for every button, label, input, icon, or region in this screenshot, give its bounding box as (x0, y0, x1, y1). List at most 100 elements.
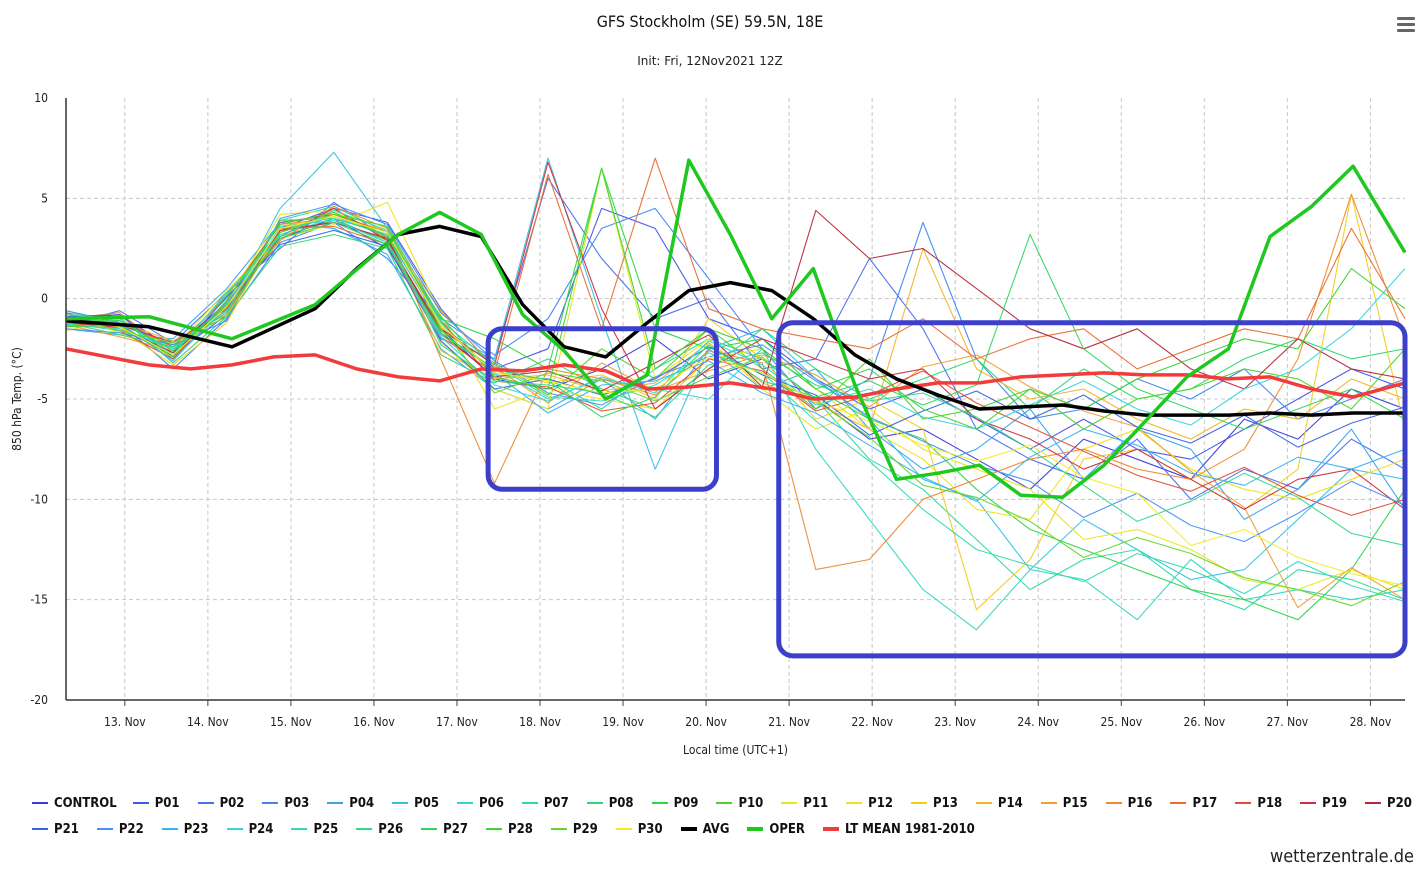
legend-label: P07 (543, 795, 569, 811)
grid-layer (66, 98, 1405, 700)
legend-item[interactable]: CONTROL (32, 794, 117, 812)
legend-item[interactable]: P14 (975, 794, 1023, 812)
legend-swatch (680, 827, 697, 831)
legend-swatch (226, 828, 243, 830)
x-tick-label: 16. Nov (353, 715, 395, 729)
series-line-p03 (65, 207, 1406, 420)
menu-bar (1397, 29, 1415, 32)
legend-swatch (291, 828, 308, 830)
legend-item[interactable]: P12 (846, 794, 893, 812)
legend-item[interactable]: P28 (486, 820, 533, 838)
legend-label: P03 (284, 795, 310, 811)
legend-item[interactable]: P21 (32, 820, 79, 838)
legend-item[interactable]: P11 (781, 794, 828, 812)
legend-label: P25 (313, 821, 339, 837)
legend-item[interactable]: P06 (457, 794, 504, 812)
legend-item[interactable]: P27 (421, 820, 468, 838)
series-line-p30 (65, 215, 1406, 587)
legend-item[interactable]: P18 (1235, 794, 1282, 812)
x-tick-label: 27. Nov (1267, 715, 1309, 729)
legend-label: P11 (803, 795, 829, 811)
hamburger-menu-icon[interactable] (1395, 14, 1417, 38)
legend-label: P30 (637, 821, 663, 837)
legend-item[interactable]: P16 (1105, 794, 1152, 812)
legend-label: P13 (933, 795, 958, 811)
legend-item[interactable]: P04 (327, 794, 374, 812)
legend-label: OPER (769, 821, 805, 837)
legend-item[interactable]: P26 (356, 820, 403, 838)
legend-row: CONTROL P01 P02 P03 P04 P05 P06 P07 P08 P09 P10 P11… (32, 794, 1420, 812)
legend-item[interactable]: P25 (291, 820, 338, 838)
ensemble-members-layer (65, 151, 1406, 631)
legend-label: CONTROL (54, 795, 117, 811)
series-line-p17 (65, 157, 1406, 374)
legend-item[interactable]: P01 (132, 794, 180, 812)
legend-swatch (615, 828, 632, 830)
legend-swatch (197, 802, 214, 804)
series-line-p29 (65, 213, 1406, 607)
legend-item[interactable]: P29 (550, 820, 598, 838)
y-tick-label: 5 (41, 191, 48, 205)
legend-item[interactable]: AVG (680, 820, 729, 838)
legend-swatch (1040, 802, 1057, 804)
legend-swatch (550, 828, 567, 830)
legend-swatch (486, 828, 503, 830)
legend-label: P05 (414, 795, 439, 811)
legend-swatch (327, 802, 344, 804)
axis-layer: -20 -15 -10 -5 0 5 10 13. Nov 14. Nov 15. Nov 16. … (10, 91, 1405, 757)
legend-item[interactable]: P20 (1365, 794, 1412, 812)
legend-item[interactable]: P05 (392, 794, 439, 812)
legend-swatch (1365, 802, 1382, 804)
legend-label: P01 (154, 795, 180, 811)
legend-label: P18 (1257, 795, 1283, 811)
legend-swatch (96, 828, 113, 830)
series-line-p26 (65, 217, 1406, 547)
x-tick-label: 23. Nov (934, 715, 976, 729)
legend-swatch (1105, 802, 1122, 804)
x-tick-label: 20. Nov (685, 715, 727, 729)
legend-item[interactable]: P03 (262, 794, 309, 812)
series-line-p21 (65, 229, 1406, 448)
legend-label: P27 (443, 821, 469, 837)
legend-swatch (132, 802, 149, 804)
legend-item[interactable]: P07 (521, 794, 569, 812)
y-axis-label: 850 hPa Temp. (°C) (10, 347, 24, 451)
legend-swatch (651, 802, 668, 804)
legend-label: P06 (479, 795, 504, 811)
legend-item[interactable]: P10 (716, 794, 763, 812)
legend-label: P04 (349, 795, 375, 811)
legend-label: P29 (572, 821, 598, 837)
legend-item[interactable]: P23 (161, 820, 209, 838)
menu-bar (1397, 17, 1415, 20)
legend-swatch (911, 802, 928, 804)
legend-item[interactable]: P24 (226, 820, 273, 838)
legend-item[interactable]: P08 (586, 794, 634, 812)
series-line-p10 (65, 219, 1406, 430)
legend-item[interactable]: P02 (197, 794, 244, 812)
menu-bar (1397, 23, 1415, 26)
legend-label: P28 (508, 821, 533, 837)
legend-item[interactable]: P30 (615, 820, 663, 838)
legend-label: P19 (1322, 795, 1348, 811)
legend-item[interactable]: P17 (1170, 794, 1217, 812)
y-tick-label: 0 (41, 292, 48, 306)
legend-label: P17 (1192, 795, 1218, 811)
legend-item[interactable]: P22 (96, 820, 144, 838)
legend-swatch (421, 828, 438, 830)
legend-swatch (846, 802, 863, 804)
legend-item[interactable]: P19 (1300, 794, 1347, 812)
x-tick-label: 14. Nov (187, 715, 229, 729)
legend-label: LT MEAN 1981-2010 (844, 821, 975, 837)
legend-item[interactable]: OPER (747, 820, 805, 838)
legend-item[interactable]: P13 (911, 794, 958, 812)
series-line-p22 (65, 203, 1406, 543)
legend-swatch (457, 802, 473, 804)
series-line-oper (65, 158, 1407, 500)
legend-swatch (716, 802, 733, 804)
legend-item[interactable]: LT MEAN 1981-2010 (822, 820, 975, 838)
legend-item[interactable]: P15 (1040, 794, 1088, 812)
legend-label: P23 (183, 821, 209, 837)
x-tick-label: 17. Nov (436, 715, 478, 729)
legend-item[interactable]: P09 (651, 794, 698, 812)
